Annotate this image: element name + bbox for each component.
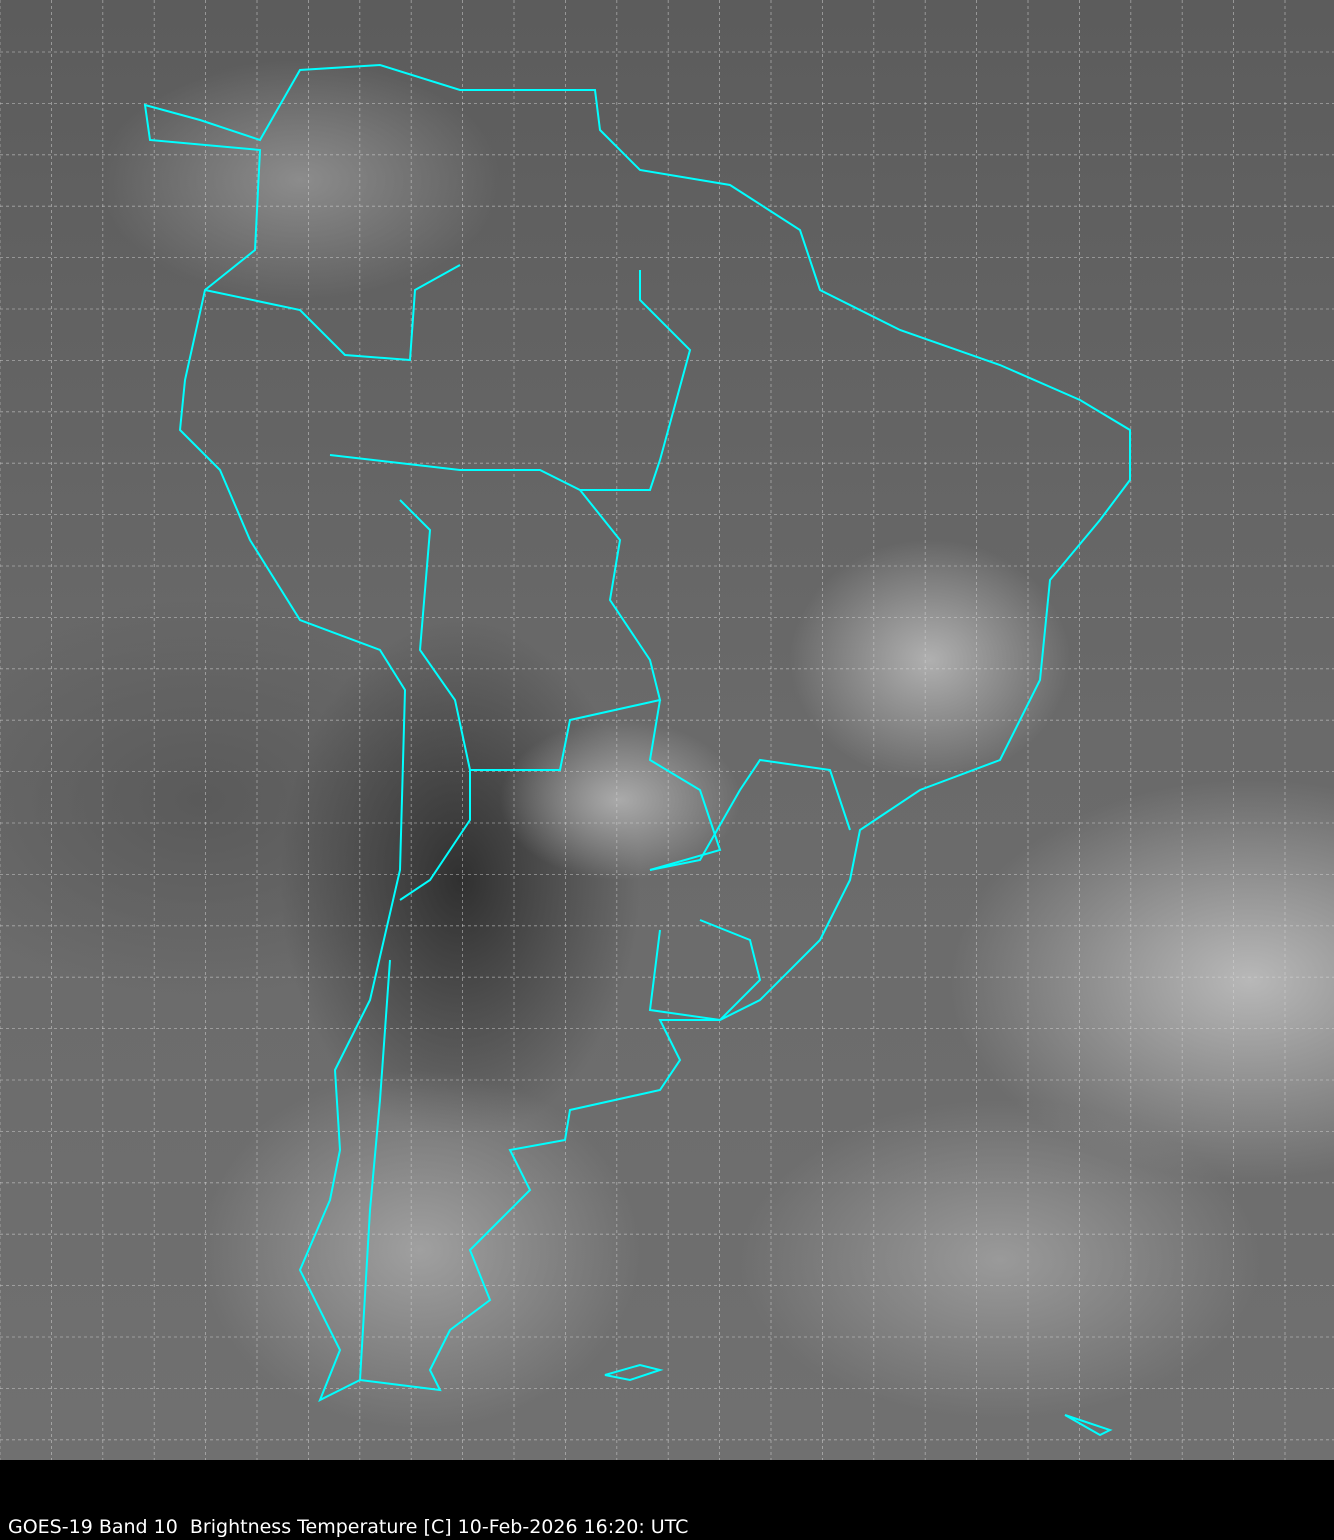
satellite-map <box>0 0 1334 1460</box>
islands <box>604 1363 1113 1437</box>
image-caption: GOES-19 Band 10 Brightness Temperature [… <box>8 1516 689 1538</box>
lat-lon-grid <box>0 0 1334 1460</box>
country-borders <box>204 264 851 1381</box>
map-overlay <box>0 0 1334 1460</box>
south-america-coastline <box>143 63 1131 1403</box>
